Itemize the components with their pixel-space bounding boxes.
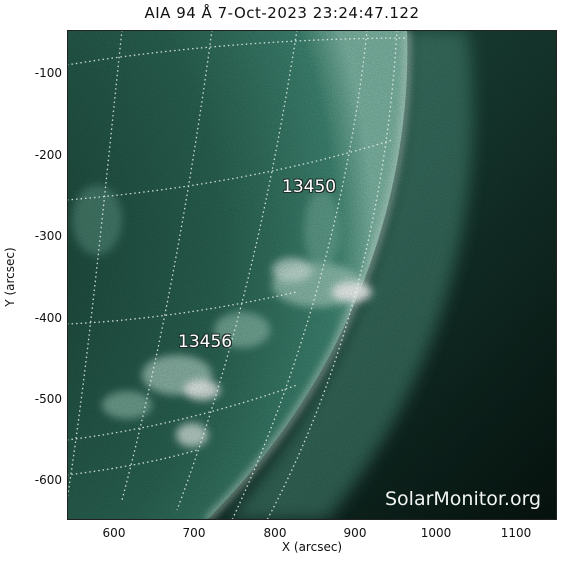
x-tick-label: 1100 [500,526,532,540]
x-tick-label: 700 [182,526,206,540]
y-tick-label: -300 [34,229,62,243]
solar-image [67,30,557,520]
image-noise [67,30,557,520]
heliographic-grid [67,30,408,520]
region-label-13456: 13456 [178,332,233,352]
plot-frame [67,30,557,520]
y-tick-label: -200 [34,148,62,162]
watermark: SolarMonitor.org [385,488,542,510]
x-tick-label: 800 [263,526,287,540]
y-axis-label: Y (arcsec) [3,247,17,307]
x-tick-label: 1000 [420,526,452,540]
x-axis-label: X (arcsec) [281,540,343,554]
y-tick-label: -100 [34,66,62,80]
image-title: AIA 94 Å 7-Oct-2023 23:24:47.122 [144,4,420,22]
y-tick-label: -600 [34,473,62,487]
x-tick-label: 900 [343,526,367,540]
x-tick-label: 600 [102,526,126,540]
y-tick-label: -500 [34,392,62,406]
y-tick-label: -400 [34,311,62,325]
region-label-13450: 13450 [282,177,337,197]
